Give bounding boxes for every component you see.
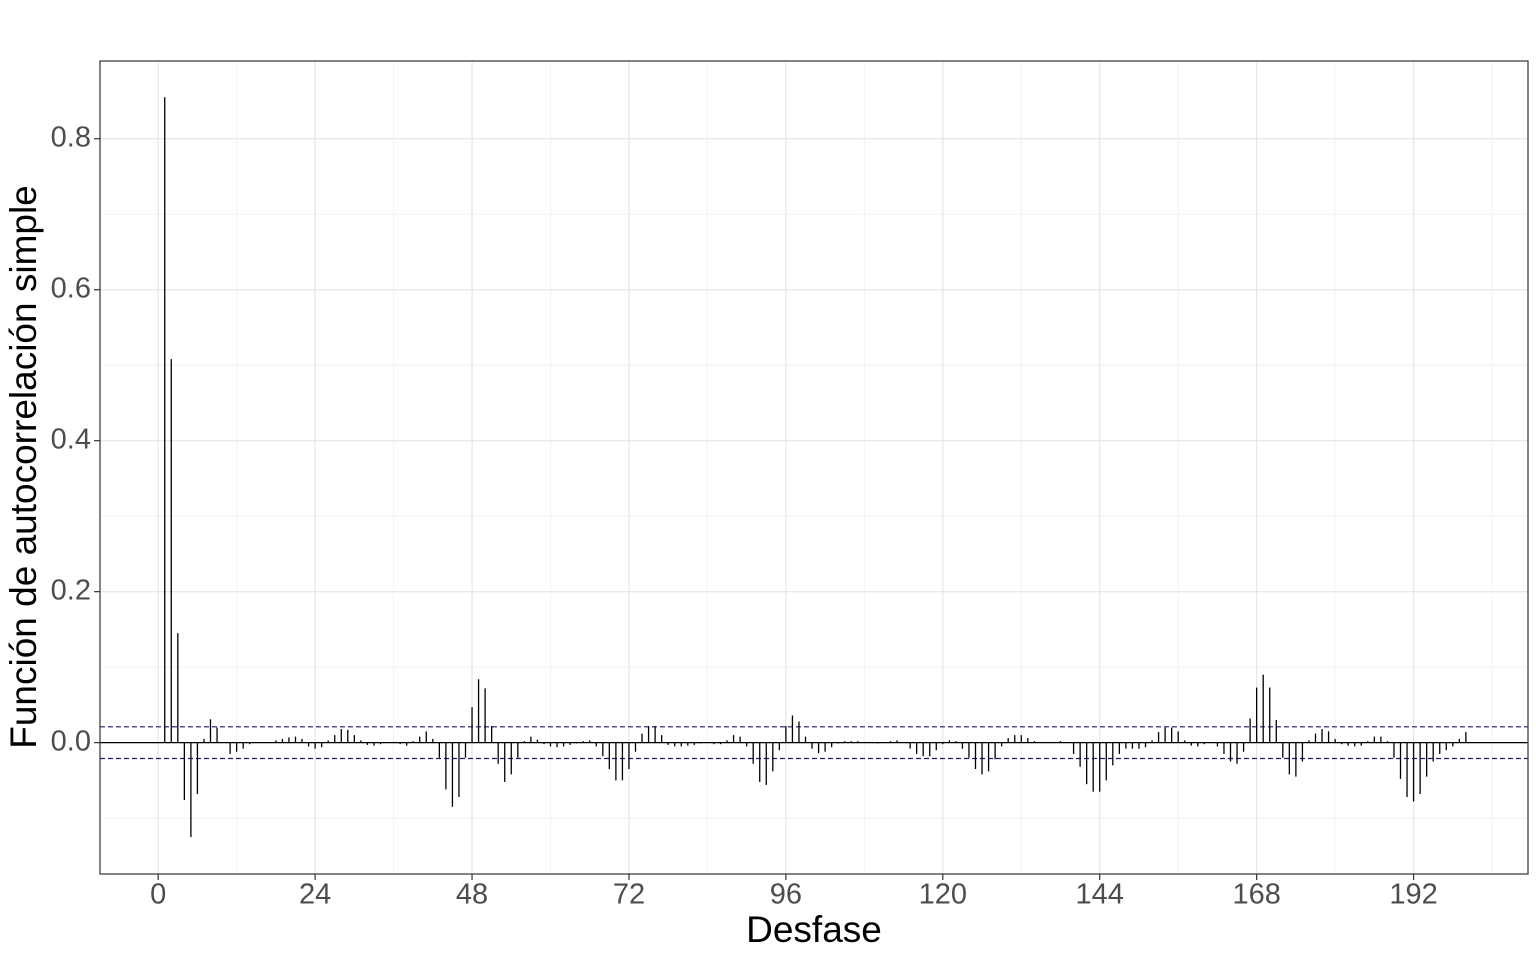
x-tick-label: 120 [919,879,967,911]
x-axis-title: Desfase [746,909,882,950]
y-tick-label: 0.6 [51,272,91,304]
y-tick-label: 0.0 [51,725,91,757]
y-tick-label: 0.4 [51,423,91,455]
x-tick-label: 24 [299,879,331,911]
x-tick-label: 144 [1076,879,1124,911]
panel-border [99,60,1529,875]
x-tick-label: 72 [613,879,645,911]
x-tick-label: 168 [1232,879,1280,911]
x-tick-label: 96 [770,879,802,911]
y-axis-title: Función de autocorrelación simple [3,185,44,749]
y-tick-label: 0.8 [51,121,91,153]
x-tick-label: 48 [456,879,488,911]
x-tick-label: 0 [150,879,166,911]
y-tick-label: 0.2 [51,574,91,606]
x-tick-label: 192 [1389,879,1437,911]
